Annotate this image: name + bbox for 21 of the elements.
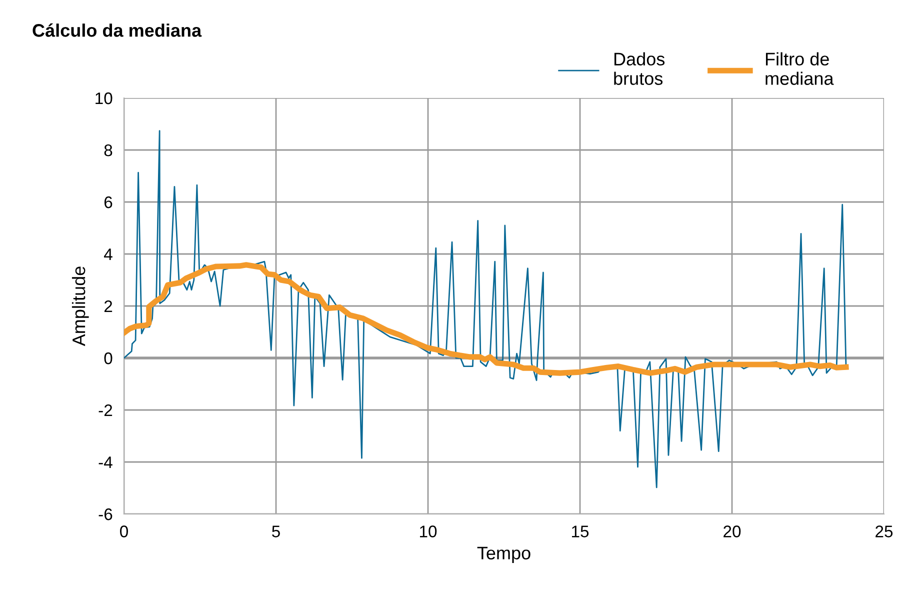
chart-title: Cálculo da mediana [32, 23, 202, 37]
x-tick-label: 15 [572, 526, 589, 538]
x-tick-label: 5 [272, 526, 280, 538]
y-tick-label: 2 [104, 300, 112, 312]
legend-label: Filtro de mediana [766, 52, 834, 85]
y-tick-label: 0 [104, 352, 112, 364]
y-tick-label: -2 [98, 404, 112, 416]
x-axis-title: Tempo [477, 546, 530, 564]
y-tick-label: 10 [96, 92, 112, 104]
x-tick-label: 10 [420, 526, 437, 538]
y-tick-label: 8 [104, 144, 112, 156]
legend-label: Dados brutos [614, 52, 665, 85]
x-tick-label: 25 [876, 526, 893, 538]
x-tick-label: 0 [120, 526, 128, 538]
y-tick-label: -4 [98, 456, 112, 468]
y-tick-label: 6 [104, 196, 112, 208]
line-series [124, 130, 847, 488]
y-tick-label: 4 [104, 248, 112, 260]
x-tick-label: 20 [724, 526, 741, 538]
y-axis-title: Amplitude [72, 266, 89, 346]
y-tick-label: -6 [98, 508, 112, 520]
